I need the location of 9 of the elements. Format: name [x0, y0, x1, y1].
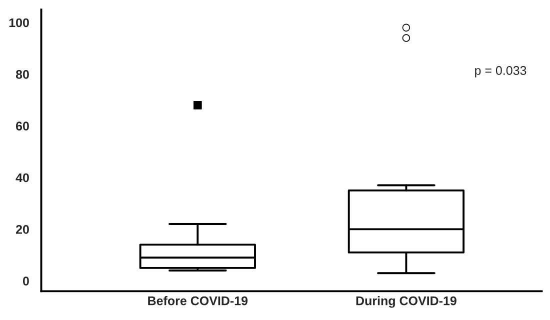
annotation: p = 0.033 [475, 66, 526, 78]
y-tick-label: 80 [16, 70, 29, 79]
y-tick-label: 0 [22, 276, 29, 286]
y-tick-label: 60 [16, 122, 29, 131]
y-tick-label: 20 [16, 224, 29, 234]
x-tick-label: During COVID-19 [356, 296, 456, 308]
x-tick-label: Before COVID-19 [148, 296, 248, 306]
y-tick-label: 100 [9, 18, 29, 28]
y-tick-label: 40 [16, 173, 29, 182]
